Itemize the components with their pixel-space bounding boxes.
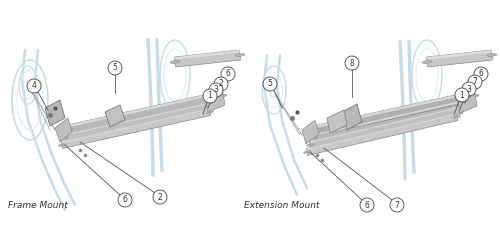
- Polygon shape: [309, 107, 462, 143]
- Ellipse shape: [310, 137, 318, 139]
- Ellipse shape: [63, 128, 73, 132]
- Text: 8: 8: [350, 59, 354, 68]
- Circle shape: [468, 75, 482, 89]
- Text: Extension Mount: Extension Mount: [244, 201, 320, 210]
- Ellipse shape: [422, 61, 432, 63]
- Ellipse shape: [469, 94, 479, 98]
- Polygon shape: [205, 88, 225, 112]
- Ellipse shape: [458, 109, 466, 111]
- Text: 7: 7: [394, 200, 400, 209]
- Circle shape: [221, 67, 235, 81]
- Circle shape: [263, 77, 277, 91]
- Polygon shape: [55, 118, 72, 142]
- Circle shape: [153, 190, 167, 204]
- Ellipse shape: [306, 144, 314, 146]
- Ellipse shape: [170, 61, 180, 63]
- Circle shape: [214, 77, 228, 91]
- Text: 6: 6: [364, 200, 370, 209]
- Ellipse shape: [464, 102, 470, 104]
- Polygon shape: [174, 50, 240, 60]
- Polygon shape: [317, 91, 474, 128]
- Circle shape: [209, 83, 223, 97]
- Ellipse shape: [304, 151, 310, 153]
- Text: 1: 1: [208, 91, 212, 100]
- Circle shape: [360, 198, 374, 212]
- Ellipse shape: [313, 128, 323, 132]
- Polygon shape: [426, 50, 492, 60]
- Polygon shape: [174, 50, 240, 67]
- Text: 5: 5: [112, 64, 117, 73]
- Text: 5: 5: [268, 79, 272, 89]
- Text: 3: 3: [466, 84, 471, 94]
- Circle shape: [462, 82, 476, 96]
- Ellipse shape: [62, 137, 68, 139]
- Ellipse shape: [206, 111, 214, 113]
- Text: 4: 4: [32, 81, 36, 90]
- Polygon shape: [64, 102, 214, 136]
- Ellipse shape: [487, 54, 497, 56]
- Polygon shape: [45, 100, 65, 126]
- Polygon shape: [306, 114, 456, 150]
- Polygon shape: [67, 91, 222, 128]
- Polygon shape: [327, 110, 347, 133]
- Polygon shape: [309, 107, 463, 149]
- Text: 3: 3: [214, 85, 218, 94]
- Circle shape: [108, 61, 122, 75]
- Ellipse shape: [58, 144, 66, 146]
- Ellipse shape: [217, 94, 227, 98]
- Polygon shape: [67, 91, 223, 135]
- Text: 6: 6: [122, 195, 128, 204]
- Polygon shape: [313, 99, 466, 136]
- Text: 2: 2: [158, 193, 162, 202]
- Polygon shape: [317, 91, 475, 135]
- Circle shape: [27, 79, 41, 93]
- Circle shape: [455, 88, 469, 102]
- Polygon shape: [64, 102, 216, 141]
- Polygon shape: [426, 50, 492, 67]
- Circle shape: [474, 67, 488, 81]
- Polygon shape: [313, 99, 468, 141]
- Circle shape: [390, 198, 404, 212]
- Polygon shape: [457, 89, 477, 113]
- Polygon shape: [302, 120, 319, 144]
- Text: 2: 2: [218, 79, 224, 89]
- Polygon shape: [61, 109, 211, 149]
- Text: 6: 6: [226, 69, 230, 79]
- Text: 6: 6: [478, 69, 484, 79]
- Polygon shape: [105, 105, 125, 127]
- Circle shape: [203, 89, 217, 103]
- Ellipse shape: [454, 116, 460, 118]
- Text: 1: 1: [460, 90, 464, 99]
- Circle shape: [118, 193, 132, 207]
- Polygon shape: [61, 109, 210, 143]
- Ellipse shape: [212, 104, 218, 106]
- Text: 7: 7: [472, 78, 478, 86]
- Text: Frame Mount: Frame Mount: [8, 201, 68, 210]
- Polygon shape: [306, 114, 458, 155]
- Circle shape: [345, 56, 359, 70]
- Ellipse shape: [235, 54, 245, 56]
- Polygon shape: [342, 104, 362, 130]
